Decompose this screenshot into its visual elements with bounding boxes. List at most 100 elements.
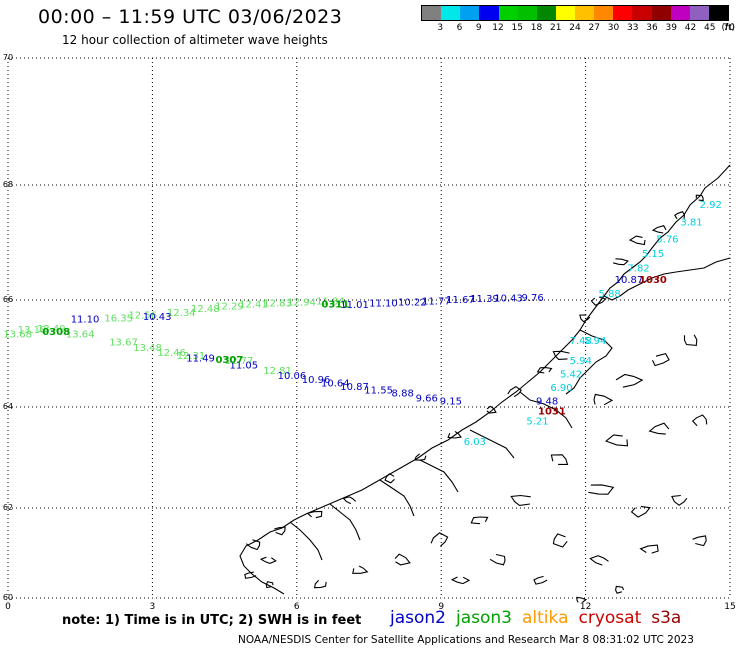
y-tick-label: 60	[3, 593, 13, 602]
x-tick-label: 12	[580, 602, 591, 612]
swh-label: 12.94	[287, 297, 316, 308]
x-tick-label: 9	[438, 602, 444, 612]
legend-jason3: jason3	[456, 608, 512, 628]
scale-swatch	[613, 6, 633, 20]
coast-island	[447, 430, 462, 439]
swh-label: 13.49	[37, 324, 66, 335]
coastline-segment	[239, 164, 731, 595]
credit-line: NOAA/NESDIS Center for Satellite Applica…	[238, 634, 694, 646]
swh-label: 11.67	[446, 295, 475, 306]
scale-swatch	[536, 6, 556, 20]
footnote: note: 1) Time is in UTC; 2) SWH is in fe…	[62, 613, 362, 628]
swh-label: 8.88	[392, 388, 414, 399]
scale-tick-label: 45	[704, 23, 716, 33]
swh-label: 11.10	[71, 314, 100, 325]
legend-altika: altika	[522, 608, 569, 628]
coast-island	[552, 350, 570, 360]
coast-island	[612, 258, 629, 266]
scale-swatch	[441, 6, 461, 20]
coastline-segment	[419, 459, 459, 493]
swh-label: 5.88	[599, 289, 621, 300]
scale-swatch	[517, 6, 537, 20]
swh-label: 16.35	[104, 313, 133, 324]
swh-label: 7.48	[570, 336, 592, 347]
swh-label: 12.41	[239, 299, 268, 310]
y-tick-label: 66	[3, 295, 13, 304]
coast-island	[648, 422, 670, 435]
coast-island	[615, 373, 644, 388]
coastline-segment	[565, 329, 613, 395]
color-scale-bar	[421, 5, 729, 21]
map-title: 00:00 – 11:59 UTC 03/06/2023	[38, 6, 343, 28]
coast-island	[604, 434, 629, 447]
swh-label: 2.92	[700, 200, 722, 211]
scale-tick-label: 6	[456, 23, 463, 33]
swh-label: 5.94	[570, 356, 592, 367]
scale-tick-label: 27	[588, 23, 600, 33]
scale-swatch	[422, 6, 442, 20]
swh-label: 10.96	[302, 375, 331, 386]
coast-island	[489, 553, 506, 566]
coast-island	[692, 535, 707, 547]
coast-island	[639, 544, 659, 554]
swh-label: 5.21	[526, 417, 548, 428]
swh-label: 10.43	[494, 294, 523, 305]
coast-island	[486, 405, 497, 414]
swh-label: 10.22	[398, 297, 427, 308]
swh-label: 5.42	[560, 370, 582, 381]
scale-tick-label: 3	[437, 23, 444, 33]
swh-label: 10.87	[615, 275, 644, 286]
coast-island	[630, 505, 651, 518]
swh-label: 12.34	[167, 308, 196, 319]
axis-labels: 0 3 6 9 12 15 70 68 66 64 62 60	[3, 53, 736, 612]
coast-island	[579, 314, 591, 323]
coastline	[239, 164, 731, 603]
coast-island	[507, 385, 522, 398]
coast-island	[628, 235, 646, 246]
x-tick-label: 0	[5, 602, 11, 612]
satellite-legend: jason2 jason3 altika cryosat s3a	[390, 608, 691, 628]
x-tick-label: 6	[294, 602, 300, 612]
swh-label: 12.46	[157, 348, 186, 359]
swh-label: 11.84	[316, 296, 345, 307]
scale-swatch	[594, 6, 614, 20]
coast-island	[576, 596, 588, 603]
scale-tick-label: 21	[550, 23, 562, 33]
coast-island	[510, 494, 531, 506]
color-scale-ticks: 3 6 9 12 15 18 21 24 27 30 33 36 39 42 45 70 (ft)	[421, 21, 735, 35]
y-tick-label: 62	[3, 503, 13, 512]
scale-tick-label: 12	[492, 23, 504, 33]
swh-label: 11.77	[422, 296, 451, 307]
scale-swatch	[555, 6, 575, 20]
scale-tick-label: 39	[665, 23, 677, 33]
swh-label: 7.82	[627, 263, 649, 274]
pass-id-label: 1031	[538, 407, 566, 418]
coast-island	[552, 533, 568, 548]
coast-island	[413, 453, 427, 461]
pass-id-label: 0307	[215, 355, 243, 366]
coast-island	[652, 352, 670, 367]
coast-island	[593, 393, 614, 406]
coast-island	[306, 510, 323, 519]
swh-label: 5.76	[656, 235, 678, 246]
pass-id-label: 1030	[639, 275, 667, 286]
coast-island	[259, 556, 277, 564]
swh-label: 12.77	[225, 356, 254, 367]
pass-id-label: 0311	[321, 299, 349, 310]
coastline-segment	[469, 429, 515, 459]
coast-island	[651, 225, 667, 234]
y-tick-label: 64	[3, 402, 13, 411]
coast-island	[590, 296, 607, 306]
coast-island	[550, 454, 569, 465]
scale-tick-label: 36	[646, 23, 658, 33]
swh-label: 13.67	[109, 337, 138, 348]
legend-cryosat: cryosat	[578, 608, 642, 628]
coast-island	[615, 585, 625, 594]
swh-label: 11.49	[186, 354, 215, 365]
coast-island	[384, 473, 395, 484]
pass-id-label: 0308	[42, 327, 70, 338]
swh-label: 12.81	[263, 366, 292, 377]
coast-island	[394, 553, 411, 566]
swh-label: 11.55	[364, 386, 393, 397]
